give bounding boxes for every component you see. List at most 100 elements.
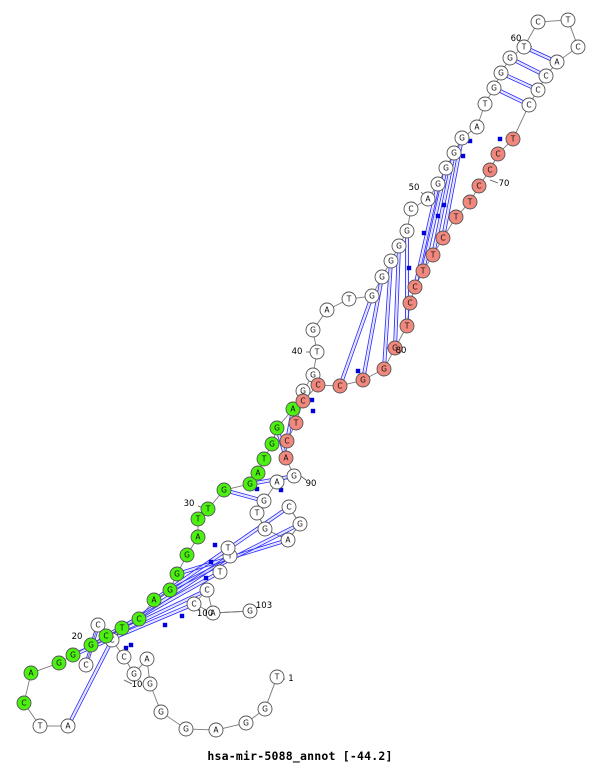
nucleotide-34: T [256, 451, 272, 467]
nucleotide-letter: G [262, 705, 268, 714]
nucleotide-letter: T [314, 348, 320, 357]
nucleotide-letter: A [425, 195, 431, 204]
nucleotide-letter: A [144, 655, 150, 664]
position-label-10: 10 [132, 680, 143, 690]
nucleotide-letter: C [543, 72, 548, 81]
nucleotide-10: C [116, 649, 132, 665]
nucleotide-letter: G [396, 242, 402, 251]
nucleotide-letter: G [147, 680, 153, 689]
nucleotide-37: A [285, 401, 301, 417]
nucleotide-letter: G [247, 607, 253, 616]
nucleotide-1: T [269, 669, 285, 685]
nucleotide-91: G [256, 493, 272, 509]
nucleotide-90: A [269, 474, 285, 490]
nucleotide-letter: G [310, 371, 316, 380]
nucleotide-74: C [435, 230, 451, 246]
nucleotide-letter: T [205, 505, 211, 514]
nucleotide-28: A [190, 529, 206, 545]
nucleotide-89: G [286, 468, 302, 484]
nucleotide-26: G [169, 566, 185, 582]
nucleotide-64: A [549, 54, 565, 70]
nucleotide-letter: G [381, 365, 387, 374]
nucleotide-letter: C [284, 437, 289, 446]
nucleotide-12: C [90, 617, 106, 633]
nucleotide-letter: G [451, 149, 457, 158]
nucleotide-letter: G [221, 486, 227, 495]
nucleotide-letter: C [83, 661, 88, 670]
nucleotide-60: T [516, 39, 532, 55]
position-label-50: 50 [409, 183, 420, 193]
position-label-layer: 1 10 20 30 40 50 60 70 80 90 100 103 [72, 34, 522, 690]
nucleotide-letter: A [324, 306, 330, 315]
nucleotide-54: G [454, 130, 470, 146]
nucleotide-letter: C [300, 397, 305, 406]
nucleotide-letter: G [300, 387, 306, 396]
nucleotide-70: C [482, 162, 498, 178]
nucleotide-letter: C [440, 234, 445, 243]
nucleotide-letter: G [56, 659, 62, 668]
position-label-30: 30 [184, 499, 195, 509]
position-label-80: 80 [396, 346, 407, 356]
nucleotide-letter: C [136, 615, 141, 624]
nucleotide-letter: T [453, 213, 459, 222]
nucleotide-letter: C [408, 205, 413, 214]
nucleotide-23: C [131, 611, 147, 627]
nucleotide-53: G [446, 145, 462, 161]
nucleotide-letter: G [243, 719, 249, 728]
nucleotide-letter: A [274, 478, 280, 487]
nucleotide-letter: C [476, 182, 481, 191]
nucleotide-93: G [257, 521, 273, 537]
nucleotide-57: G [486, 80, 502, 96]
nucleotide-85: C [295, 393, 311, 409]
nucleotide-letter: C [337, 382, 342, 391]
nucleotide-2: G [257, 701, 273, 717]
position-label-20: 20 [72, 632, 83, 642]
nucleotide-44: G [364, 288, 380, 304]
nucleotide-layer: TGGAGGGAGCCCCATCAGGGCTCAGGGATTGGATGGAGGT… [16, 12, 586, 738]
nucleotide-72: T [462, 194, 478, 210]
nucleotide-letter: A [213, 726, 219, 735]
nucleotide-84: C [310, 377, 326, 393]
nucleotide-letter: A [210, 609, 216, 618]
nucleotide-letter: C [286, 503, 291, 512]
nucleotide-letter: G [507, 54, 513, 63]
nucleotide-43: T [341, 291, 357, 307]
nucleotide-letter: T [119, 624, 125, 633]
nucleotide-102: T [220, 540, 236, 556]
nucleotide-letter: G [261, 497, 267, 506]
nucleotide-52: G [438, 160, 454, 176]
nucleotide-letter: T [227, 552, 233, 561]
nucleotide-58: G [493, 65, 509, 81]
nucleotide-86: T [288, 415, 304, 431]
nucleotide-98: T [212, 564, 228, 580]
nucleotide-letter: A [28, 669, 34, 678]
nucleotide-96: C [281, 499, 297, 515]
nucleotide-letter: G [360, 376, 366, 385]
position-label-40: 40 [292, 347, 303, 357]
nucleotide-letter: A [255, 469, 261, 478]
nucleotide-25: G [162, 582, 178, 598]
nucleotide-letter: G [174, 570, 180, 579]
nucleotide-letter: C [21, 699, 26, 708]
nucleotide-3: G [238, 715, 254, 731]
nucleotide-letter: G [369, 292, 375, 301]
nucleotide-19: G [65, 647, 81, 663]
nucleotide-letter: A [151, 596, 157, 605]
nucleotide-5: G [178, 721, 194, 737]
nucleotide-41: G [305, 322, 321, 338]
nucleotide-87: C [279, 433, 295, 449]
nucleotide-61: C [530, 14, 546, 30]
nucleotide-32: G [242, 476, 258, 492]
nucleotide-letter: T [430, 251, 436, 260]
nucleotide-letter: G [379, 273, 385, 282]
nucleotide-letter: G [435, 180, 441, 189]
position-label-60: 60 [511, 34, 522, 44]
nucleotide-22: T [114, 620, 130, 636]
nucleotide-letter: G [392, 344, 398, 353]
nucleotide-62: T [560, 12, 576, 28]
nucleotide-letter: C [535, 18, 540, 27]
nucleotide-7: G [142, 676, 158, 692]
nucleotide-letter: G [443, 164, 449, 173]
nucleotide-letter: C [204, 586, 209, 595]
